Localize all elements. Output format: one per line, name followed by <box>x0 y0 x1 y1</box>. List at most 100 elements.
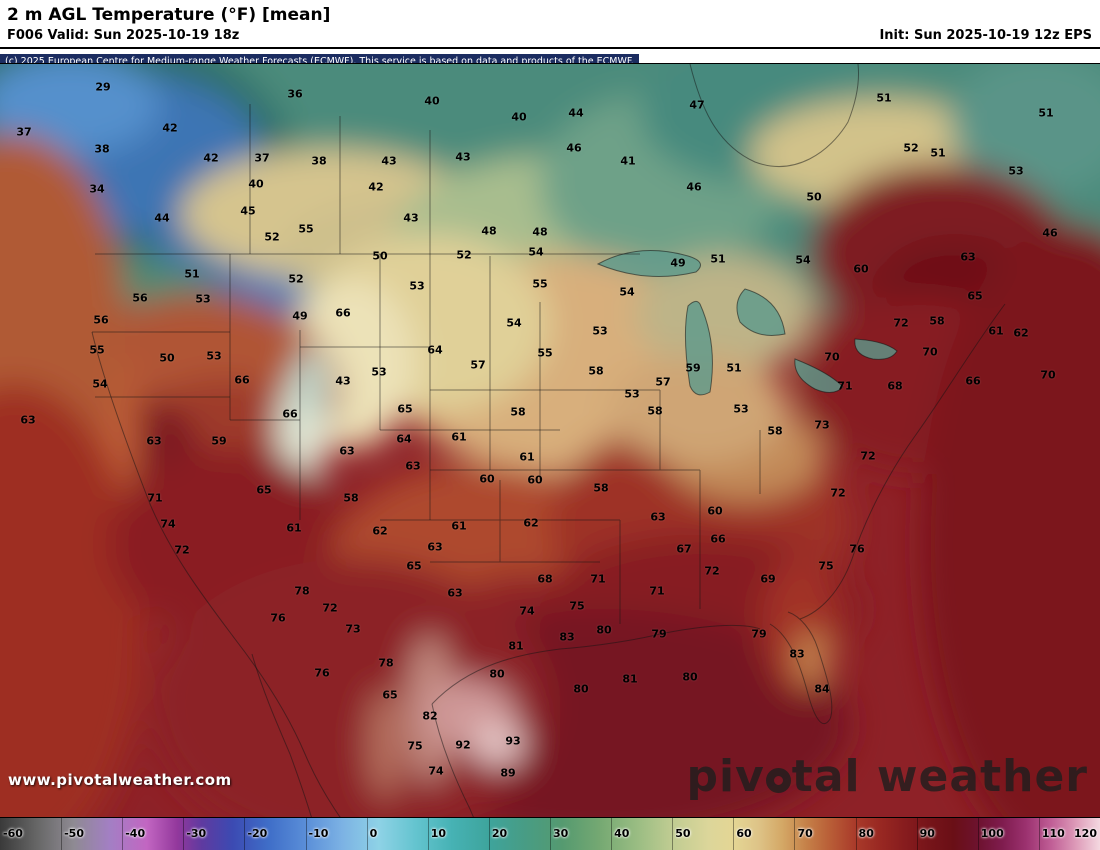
map-temperature-label: 43 <box>335 374 351 388</box>
map-temperature-label: 38 <box>311 154 327 168</box>
map-temperature-label: 53 <box>592 324 608 338</box>
map-temperature-label: 54 <box>619 285 635 299</box>
colorbar-tick-label: 30 <box>553 827 569 840</box>
map-temperature-label: 82 <box>422 709 438 723</box>
map-temperature-label: 68 <box>887 379 903 393</box>
map-temperature-label: 65 <box>406 559 422 573</box>
map-temperature-label: 48 <box>532 225 548 239</box>
map-temperature-label: 61 <box>451 519 467 533</box>
colorbar-tick-label: 40 <box>614 827 630 840</box>
map-temperature-label: 53 <box>1008 164 1024 178</box>
map-temperature-label: 71 <box>590 572 606 586</box>
map-temperature-label: 42 <box>162 121 178 135</box>
colorbar-tick-label: 20 <box>491 827 508 840</box>
map-temperature-label: 62 <box>372 524 388 538</box>
map-temperature-label: 56 <box>93 313 109 327</box>
map-temperature-label: 53 <box>206 349 222 363</box>
map-temperature-label: 66 <box>234 373 250 387</box>
map-color-field <box>0 64 1100 817</box>
map-temperature-label: 63 <box>447 586 463 600</box>
pivotal-weather-logo: piv tal weather <box>687 755 1088 799</box>
map-temperature-label: 50 <box>372 249 388 263</box>
map-temperature-label: 45 <box>240 204 256 218</box>
map-temperature-label: 72 <box>893 316 909 330</box>
init-time-label: Init: Sun 2025-10-19 12z EPS <box>879 28 1092 43</box>
colorbar-tick-label: 50 <box>675 827 691 840</box>
map-temperature-label: 78 <box>294 584 310 598</box>
colorbar-tick <box>366 818 368 850</box>
map-temperature-label: 74 <box>519 604 535 618</box>
map-temperature-label: 40 <box>248 177 264 191</box>
watermark-url: www.pivotalweather.com <box>8 771 232 789</box>
map-temperature-label: 60 <box>527 473 543 487</box>
map-temperature-label: 38 <box>94 142 110 156</box>
logo-text-right: tal weather <box>791 751 1088 802</box>
colorbar-tick-label: -40 <box>125 827 146 840</box>
map-temperature-label: 60 <box>479 472 495 486</box>
map-temperature-label: 92 <box>455 738 471 752</box>
map-temperature-label: 80 <box>489 667 505 681</box>
map-temperature-label: 67 <box>676 542 692 556</box>
map-temperature-label: 72 <box>174 543 190 557</box>
map-temperature-label: 72 <box>322 601 338 615</box>
map-temperature-label: 65 <box>967 289 983 303</box>
map-temperature-label: 29 <box>95 80 111 94</box>
map-temperature-label: 66 <box>282 407 298 421</box>
map-temperature-label: 59 <box>685 361 701 375</box>
map-temperature-label: 80 <box>596 623 612 637</box>
map-temperature-label: 51 <box>184 267 200 281</box>
map-temperature-label: 64 <box>396 432 412 446</box>
map-temperature-label: 50 <box>159 351 175 365</box>
colorbar-tick-label: 70 <box>797 827 813 840</box>
map-temperature-label: 61 <box>988 324 1004 338</box>
colorbar-tick <box>122 818 124 850</box>
map-temperature-label: 51 <box>1038 106 1054 120</box>
map-temperature-label: 78 <box>378 656 394 670</box>
map-temperature-label: 40 <box>424 94 440 108</box>
map-temperature-label: 57 <box>655 375 671 389</box>
map-temperature-label: 76 <box>270 611 286 625</box>
map-temperature-label: 65 <box>397 402 413 416</box>
map-temperature-label: 70 <box>824 350 840 364</box>
colorbar-tick <box>61 818 63 850</box>
map-temperature-label: 74 <box>428 764 444 778</box>
colorbar-tick-label: -30 <box>186 827 207 840</box>
map-temperature-label: 61 <box>519 450 535 464</box>
colorbar-tick-label: -10 <box>308 827 329 840</box>
header-sub-row: F006 Valid: Sun 2025-10-19 18z Init: Sun… <box>0 28 1100 47</box>
map-temperature-label: 51 <box>726 361 742 375</box>
map-temperature-label: 55 <box>532 277 548 291</box>
colorbar-tick-label: 110 <box>1041 827 1065 840</box>
colorbar-tick <box>1038 818 1040 850</box>
colorbar-tick <box>977 818 979 850</box>
map-temperature-label: 71 <box>837 379 853 393</box>
map-temperature-label: 53 <box>624 387 640 401</box>
map-temperature-label: 52 <box>903 141 919 155</box>
colorbar-tick <box>550 818 551 850</box>
map-temperature-label: 54 <box>92 377 108 391</box>
map-temperature-label: 48 <box>481 224 497 238</box>
map-temperature-label: 73 <box>814 418 830 432</box>
map-temperature-label: 40 <box>511 110 527 124</box>
map-temperature-label: 46 <box>566 141 582 155</box>
map-temperature-label: 54 <box>506 316 522 330</box>
colorbar-tick <box>855 818 857 850</box>
map-temperature-label: 81 <box>508 639 524 653</box>
colorbar-tick <box>305 818 307 850</box>
map-temperature-label: 53 <box>733 402 749 416</box>
map-temperature-label: 60 <box>853 262 869 276</box>
map-temperature-label: 50 <box>806 190 822 204</box>
map-temperature-label: 34 <box>89 182 105 196</box>
colorbar-tick-label: 120 <box>1074 827 1097 840</box>
map-temperature-label: 66 <box>965 374 981 388</box>
map-temperature-label: 47 <box>689 98 705 112</box>
map-temperature-label: 75 <box>569 599 585 613</box>
map-temperature-label: 58 <box>929 314 945 328</box>
map-temperature-label: 61 <box>286 521 302 535</box>
map-temperature-label: 52 <box>264 230 280 244</box>
map-temperature-label: 72 <box>830 486 846 500</box>
map-temperature-label: 43 <box>455 150 471 164</box>
map-temperature-label: 63 <box>405 459 421 473</box>
map-temperature-label: 42 <box>203 151 219 165</box>
